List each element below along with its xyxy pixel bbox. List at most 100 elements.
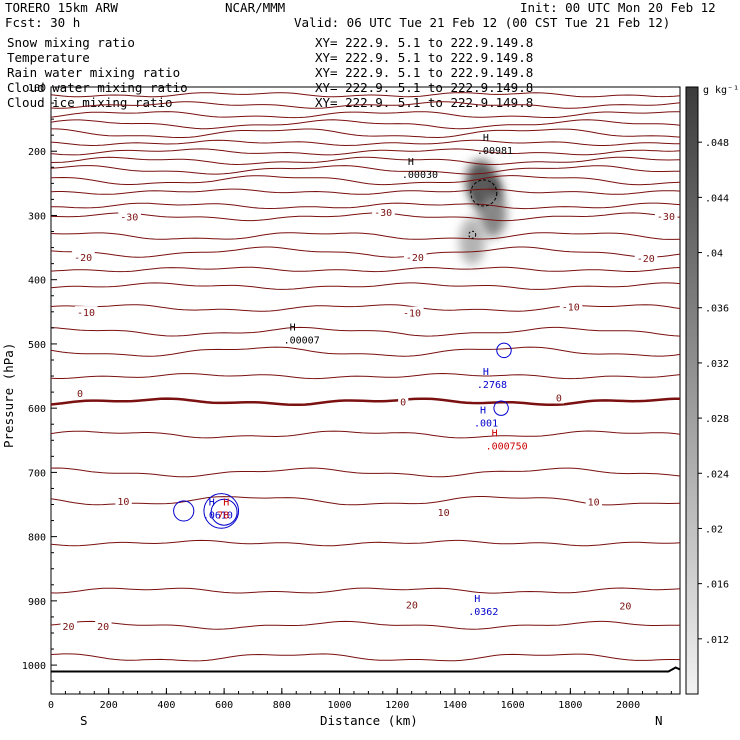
temperature-label: 20: [619, 602, 631, 613]
temperature-contour: [50, 620, 681, 630]
temperature-label: -20: [406, 253, 424, 264]
y-axis-label: Pressure (hPa): [1, 343, 16, 448]
temperature-contour: [50, 653, 681, 662]
colorbar-tick-label: .024: [705, 469, 729, 480]
colorbar-unit: g kg⁻¹: [703, 85, 739, 96]
colorbar: .012 .016 .02 .024 .028 .032 .036 .04 .044 .048: [685, 86, 729, 695]
temperature-label-bg: [553, 391, 565, 404]
temperature-label: 0: [400, 397, 406, 408]
temperature-contour: [50, 148, 681, 156]
temperature-label: -10: [77, 308, 95, 319]
temperature-label: 10: [117, 497, 129, 508]
temperature-contour: [50, 175, 681, 186]
y-axis: 100 200 300 400 500 600 700 800 900 1000: [22, 83, 57, 682]
temperature-contour: [50, 430, 681, 439]
maximum-marker: H: [483, 133, 489, 144]
temperature-contour: [50, 496, 681, 506]
temperature-label-bg: [559, 300, 583, 313]
ground-line: [51, 666, 681, 673]
temperature-contour: [50, 119, 681, 130]
legend: Snow mixing ratio XY= 222.9. 5.1 to 222.…: [7, 35, 533, 110]
x-tick-label: 400: [157, 700, 175, 711]
temperature-label: 20: [63, 622, 75, 633]
colorbar-ramp: [685, 86, 699, 695]
y-tick-label: 200: [28, 147, 46, 158]
cloud-water-contour: [173, 500, 195, 522]
cloud-water-contour: [496, 342, 512, 359]
maximum-marker: H: [483, 367, 489, 378]
colorbar-tick-label: .036: [705, 304, 729, 315]
forecast-hour: Fcst: 30 h: [5, 15, 80, 30]
x-tick-label: 1800: [558, 700, 582, 711]
temperature-label-bg: [72, 250, 95, 263]
y-tick-label: 1000: [22, 661, 46, 672]
temperature-contour: [50, 372, 681, 380]
x-tick-label: 2000: [616, 700, 640, 711]
temperature-contour: [50, 165, 680, 175]
legend-xy: XY= 222.9. 5.1 to 222.9.149.8: [315, 35, 533, 50]
north-label: N: [655, 713, 663, 728]
maximum-value: .00981: [477, 146, 513, 157]
temperature-label-bg: [403, 250, 427, 263]
temperature-contours: [50, 92, 681, 673]
legend-name: Rain water mixing ratio: [7, 65, 180, 80]
y-tick-label: 300: [28, 211, 46, 222]
temperature-contour: [50, 188, 681, 195]
colorbar-tick-label: .02: [705, 524, 723, 535]
snow-contour: [470, 179, 498, 207]
temperature-contour: [50, 587, 681, 594]
organization: NCAR/MMM: [225, 0, 285, 15]
temperature-label: -30: [657, 212, 675, 223]
temperature-contour: [50, 139, 681, 147]
colorbar-tick-label: .016: [705, 580, 729, 591]
x-tick-label: 1200: [385, 700, 409, 711]
y-tick-label: 500: [28, 340, 46, 351]
colorbar-tick-label: .028: [705, 414, 729, 425]
temperature-label-bg: [398, 395, 409, 408]
temperature-label-bg: [372, 205, 395, 218]
temperature-contour: [51, 202, 681, 210]
temperature-contour: [50, 346, 681, 357]
colorbar-tick-label: .012: [705, 635, 729, 646]
y-tick-label: 600: [28, 404, 46, 415]
maximum-value: .0362: [468, 607, 498, 618]
model-title: TORERO 15km ARW: [5, 0, 118, 15]
temperature-label-bg: [95, 620, 112, 633]
colorbar-tick-label: .032: [705, 359, 729, 370]
temperature-contour: [50, 282, 681, 290]
temperature-contour: [50, 539, 681, 547]
cloud-water-contour: [493, 400, 509, 416]
temperature-label: 10: [438, 508, 450, 519]
temperature-contour: [50, 232, 681, 240]
maximum-marker: H: [408, 157, 414, 168]
x-axis-label: Distance (km): [320, 713, 418, 728]
legend-xy: XY= 222.9. 5.1 to 222.9.149.8: [315, 65, 533, 80]
x-tick-label: 0: [48, 700, 54, 711]
x-tick-label: 1600: [501, 700, 525, 711]
colorbar-tick-label: .044: [705, 193, 729, 204]
legend-name: Temperature: [7, 50, 90, 65]
cloud-ice-contour: [468, 230, 477, 239]
temperature-label: -10: [403, 309, 421, 320]
x-tick-label: 1000: [327, 700, 351, 711]
temperature-contour: [50, 111, 680, 119]
maximum-value: .001: [474, 419, 498, 430]
maximum-value: .2768: [477, 380, 507, 391]
maximum-marker: H: [223, 497, 229, 508]
legend-xy: XY= 222.9. 5.1 to 222.9.149.8: [315, 50, 533, 65]
temperature-label: 20: [97, 622, 109, 633]
plot-frame: [50, 86, 681, 695]
y-tick-label: 900: [28, 597, 46, 608]
maximum-marker: H: [474, 594, 480, 605]
hydrometeor-contours: [173, 179, 512, 529]
temperature-contour: [50, 92, 681, 98]
temperature-contour: [50, 101, 681, 109]
temperature-label: 0: [77, 389, 83, 400]
maximum-marker: H: [209, 497, 215, 508]
temperature-label-bg: [115, 494, 132, 507]
init-time: Init: 00 UTC Mon 20 Feb 12: [520, 0, 716, 15]
temperature-label: -10: [562, 302, 580, 313]
temperature-label-bg: [617, 599, 634, 612]
temperature-label: -30: [374, 208, 392, 219]
temperature-contour: [50, 326, 681, 337]
